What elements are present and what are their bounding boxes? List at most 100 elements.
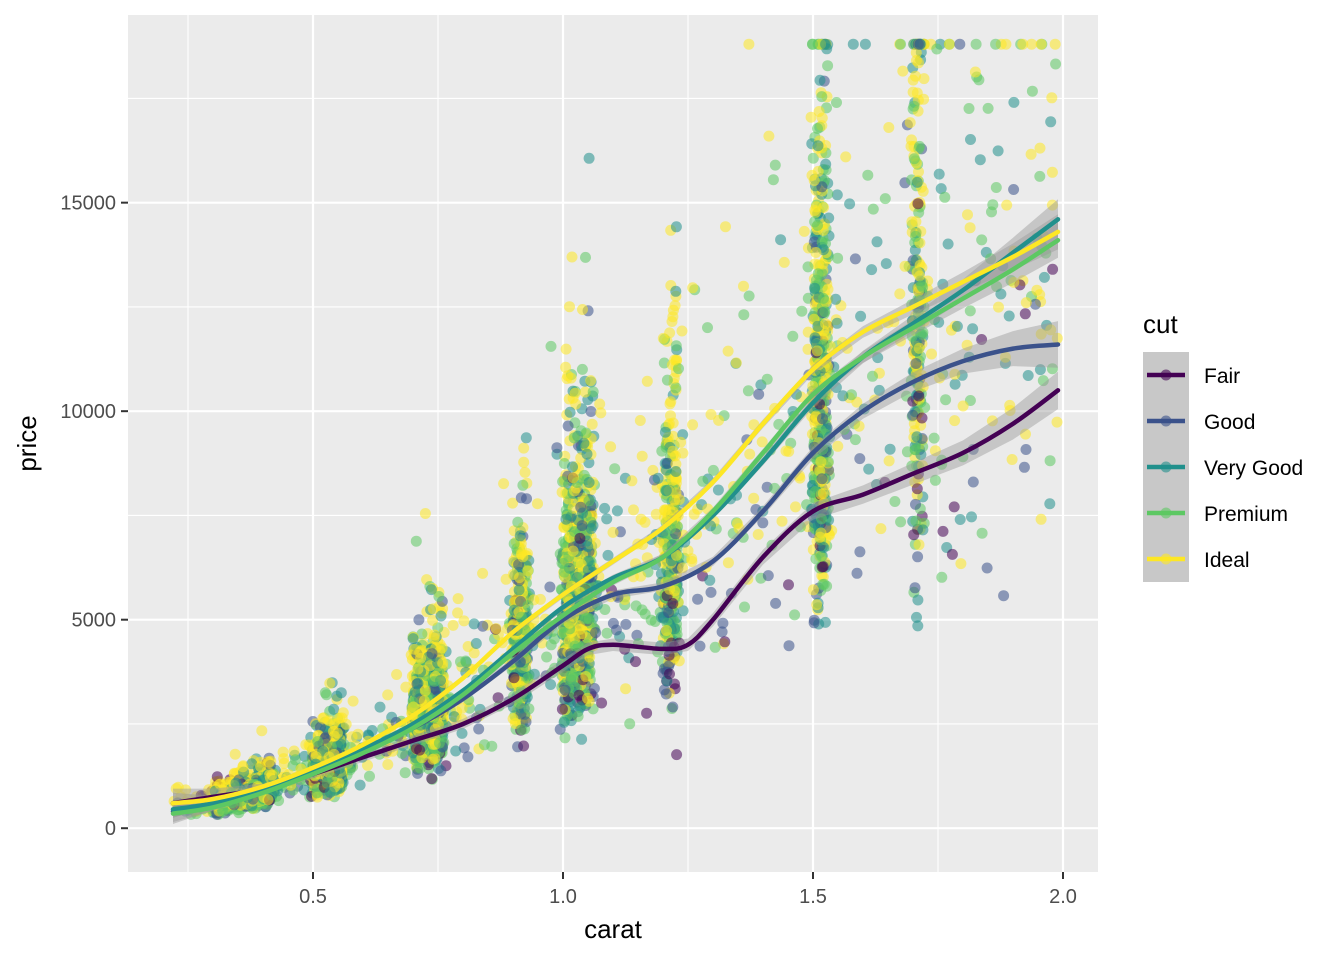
scatter-point <box>1026 149 1037 160</box>
scatter-point <box>883 122 894 133</box>
scatter-point <box>912 551 923 562</box>
scatter-point <box>912 177 923 188</box>
scatter-point <box>523 600 534 611</box>
scatter-point <box>975 154 986 165</box>
scatter-point <box>596 698 607 709</box>
scatter-point <box>1007 454 1018 465</box>
scatter-point <box>664 669 675 680</box>
scatter-point <box>670 466 681 477</box>
scatter-point <box>1026 39 1037 50</box>
scatter-point <box>1045 116 1056 127</box>
scatter-point <box>950 379 961 390</box>
scatter-point <box>508 569 519 580</box>
scatter-point <box>982 563 993 574</box>
scatter-point <box>635 415 646 426</box>
scatter-point <box>762 374 773 385</box>
scatter-point <box>860 39 871 50</box>
scatter-point <box>912 483 923 494</box>
scatter-point <box>264 757 275 768</box>
scatter-point <box>584 477 595 488</box>
scatter-point <box>796 306 807 317</box>
scatter-point <box>866 264 877 275</box>
scatter-point <box>564 301 575 312</box>
scatter-point <box>674 655 685 666</box>
scatter-point <box>743 385 754 396</box>
scatter-point <box>1039 272 1050 283</box>
scatter-point <box>624 718 635 729</box>
scatter-point <box>515 530 526 541</box>
scatter-point <box>854 546 865 557</box>
scatter-point <box>743 39 754 50</box>
scatter-point <box>816 91 827 102</box>
scatter-point <box>704 575 715 586</box>
scatter-point <box>521 432 532 443</box>
scatter-point <box>970 67 981 78</box>
scatter-point <box>1047 167 1058 178</box>
scatter-point <box>479 739 490 750</box>
scatter-point <box>608 618 619 629</box>
scatter-point <box>783 579 794 590</box>
scatter-point <box>872 236 883 247</box>
scatter-point <box>665 410 676 421</box>
scatter-point <box>609 463 620 474</box>
scatter-point <box>830 294 841 305</box>
scatter-point <box>907 410 918 421</box>
scatter-point <box>1052 417 1063 428</box>
scatter-point <box>910 231 921 242</box>
scatter-point <box>965 134 976 145</box>
scatter-point <box>355 780 366 791</box>
scatter-point <box>1021 297 1032 308</box>
scatter-point <box>541 652 552 663</box>
scatter-point <box>561 344 572 355</box>
scatter-point <box>508 713 519 724</box>
scatter-point <box>809 617 820 628</box>
scatter-point <box>706 587 717 598</box>
scatter-point <box>546 341 557 352</box>
scatter-point <box>620 619 631 630</box>
scatter-point <box>1050 39 1061 50</box>
scatter-point <box>929 433 940 444</box>
scatter-point <box>991 182 1002 193</box>
scatter-point <box>739 602 750 613</box>
scatter-point <box>803 261 814 272</box>
scatter-point <box>917 524 928 535</box>
scatter-point <box>561 514 572 525</box>
scatter-point <box>382 759 393 770</box>
scatter-point <box>620 683 631 694</box>
scatter-point <box>677 326 688 337</box>
scatter-point <box>324 715 335 726</box>
scatter-point <box>641 708 652 719</box>
scatter-point <box>420 508 431 519</box>
scatter-point <box>382 689 393 700</box>
scatter-point <box>1046 92 1057 103</box>
scatter-point <box>987 199 998 210</box>
scatter-point <box>748 493 759 504</box>
scatter-point <box>867 371 878 382</box>
scatter-point <box>966 511 977 522</box>
scatter-point <box>919 73 930 84</box>
scatter-point <box>738 309 749 320</box>
scatter-point <box>557 476 568 487</box>
scatter-point <box>670 300 681 311</box>
scatter-point <box>910 444 921 455</box>
scatter-point <box>1047 264 1058 275</box>
scatter-point <box>813 268 824 279</box>
scatter-point <box>577 364 588 375</box>
scatter-point <box>912 595 923 606</box>
scatter-point <box>939 192 950 203</box>
scatter-point <box>516 724 527 735</box>
scatter-point <box>560 685 571 696</box>
scatter-point <box>426 773 437 784</box>
scatter-point <box>566 373 577 384</box>
scatter-point <box>1019 462 1030 473</box>
scatter-point <box>1027 86 1038 97</box>
scatter-point <box>473 724 484 735</box>
scatter-point <box>557 487 568 498</box>
scatter-point <box>912 620 923 631</box>
scatter-point <box>965 305 976 316</box>
scatter-point <box>723 346 734 357</box>
scatter-point <box>427 754 438 765</box>
scatter-point <box>1001 200 1012 211</box>
